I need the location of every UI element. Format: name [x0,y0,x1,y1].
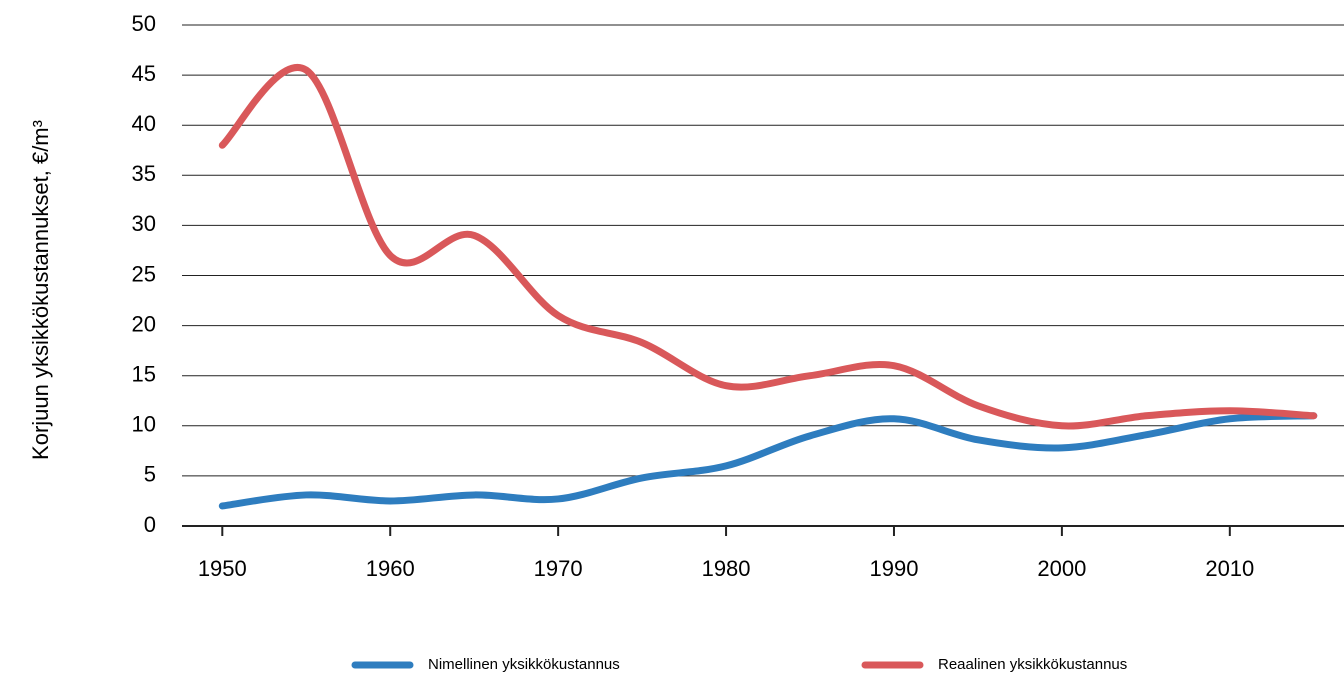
y-tick-label: 45 [132,61,156,86]
legend-label: Nimellinen yksikkökustannus [428,656,620,673]
y-tick-label: 10 [132,412,156,437]
x-tick-label: 1990 [870,556,919,581]
y-tick-label: 5 [144,462,156,487]
y-tick-label: 35 [132,161,156,186]
x-tick-label: 1950 [198,556,247,581]
y-tick-label: 50 [132,11,156,36]
legend-label: Reaalinen yksikkökustannus [938,656,1127,673]
y-tick-label: 20 [132,311,156,336]
x-tick-label: 2010 [1205,556,1254,581]
series-line [218,63,1318,430]
y-tick-label: 0 [144,512,156,537]
x-tick-label: 2000 [1037,556,1086,581]
y-tick-label: 25 [132,261,156,286]
y-tick-label: 40 [132,111,156,136]
y-axis-label: Korjuun yksikkökustannukset, €/m³ [28,120,53,460]
y-tick-label: 15 [132,362,156,387]
x-tick-label: 1980 [702,556,751,581]
x-tick-label: 1960 [366,556,415,581]
x-tick-label: 1970 [534,556,583,581]
series-line [218,412,1318,510]
y-tick-label: 30 [132,211,156,236]
